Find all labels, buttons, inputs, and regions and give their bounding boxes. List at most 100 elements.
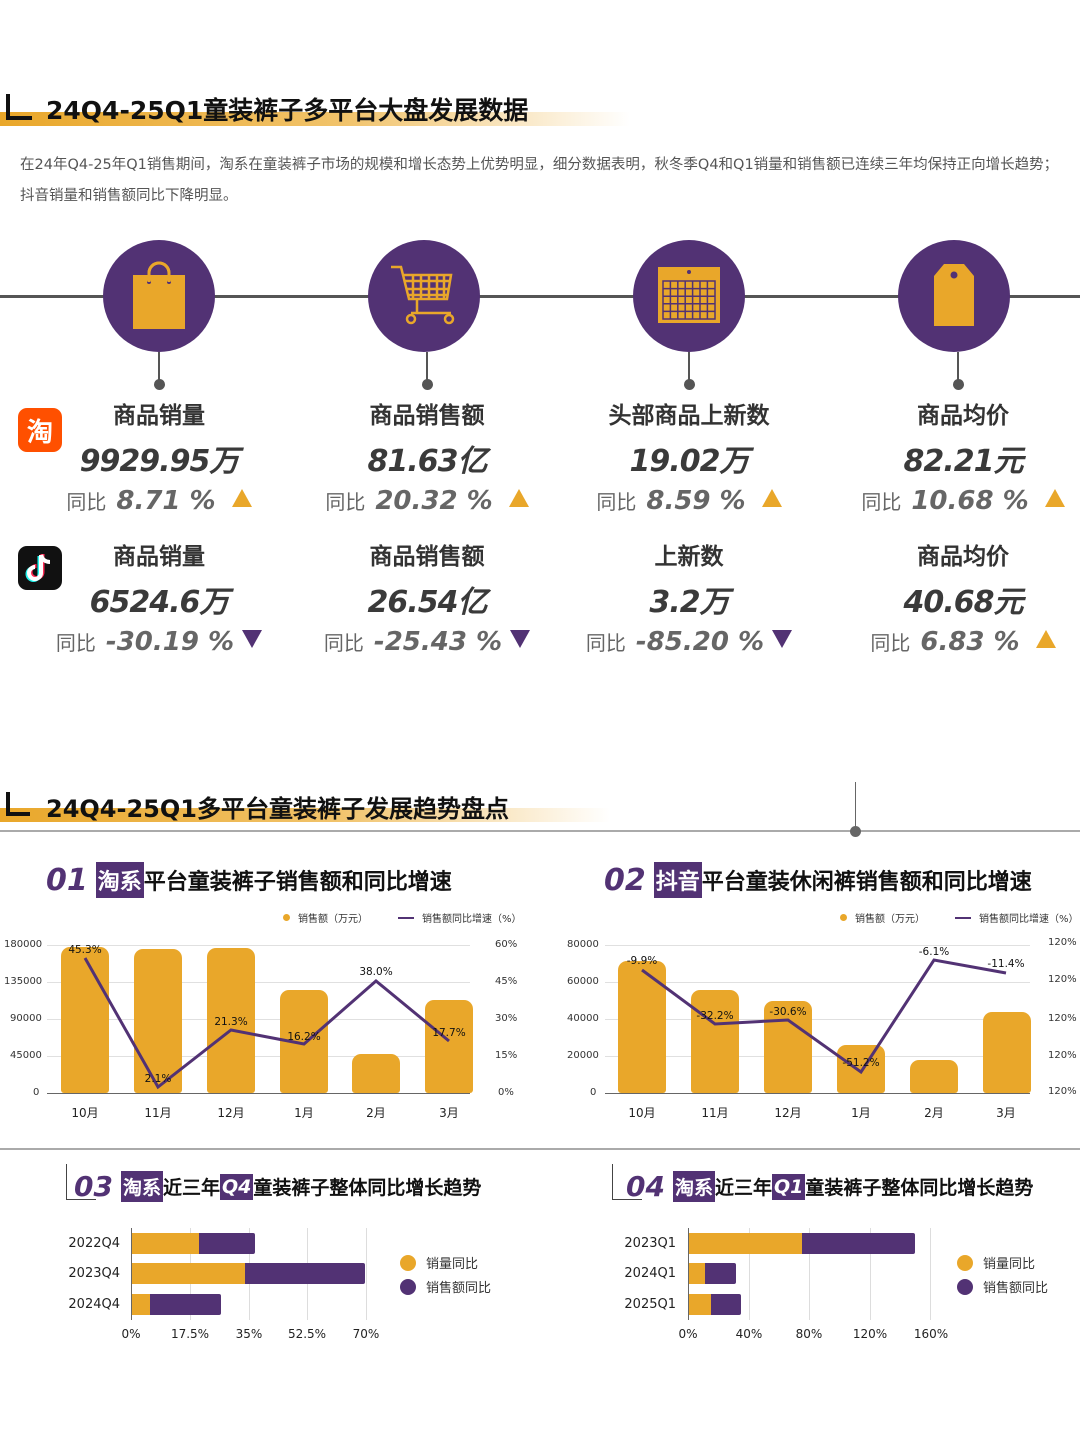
header-highlight-bar (0, 808, 610, 822)
legend-label: 销售额同比 (426, 1281, 492, 1296)
data-label: -9.9% (626, 955, 658, 967)
stat-label: 商品销量 (113, 544, 205, 570)
x-tick: 2月 (366, 1106, 386, 1120)
data-label: 21.3% (214, 1016, 248, 1028)
yoy-value: -25.43 % (373, 627, 503, 657)
legend-swatch (957, 1254, 973, 1271)
connector-dot (684, 379, 695, 390)
taobao-glyph: 淘 (26, 417, 53, 448)
yoy-value: 8.71 % (116, 486, 216, 516)
legend-label: 销售额同比增速（%） (422, 914, 522, 925)
y-right-tick: 0% (498, 1087, 514, 1098)
stat-yoy: 同比 8.71 % (29, 486, 289, 516)
chart-04-title: 04 淘系 近三年 Q1 童装裤子整体同比增长趋势 (612, 1164, 1033, 1203)
legend-swatch (400, 1278, 416, 1295)
stat-value: 40.68元 (903, 585, 1024, 620)
legend-line-swatch (398, 916, 414, 919)
x-tick: 80% (795, 1327, 823, 1341)
y-category: 2025Q1 (624, 1297, 676, 1312)
section-title: 24Q4-25Q1多平台童装裤子发展趋势盘点 (46, 795, 509, 823)
trend-up-icon (1035, 630, 1056, 648)
yoy-value: 6.83 % (920, 627, 1020, 657)
title-highlight: 淘系 (120, 1171, 163, 1202)
x-tick: 160% (913, 1327, 949, 1341)
trend-up-icon (761, 489, 782, 507)
timeline-line (0, 295, 1080, 298)
stat-yoy: 同比 10.68 % (833, 486, 1080, 516)
y-right-tick: 60% (495, 939, 518, 950)
bar (61, 947, 109, 1093)
stat-value: 19.02万 (629, 444, 750, 479)
corner-mark-icon (66, 1164, 96, 1200)
chart-02-legend: 销售额（万元） 销售额同比增速（%） (840, 910, 1079, 925)
x-tick: 35% (235, 1327, 263, 1341)
circle-price-tag (898, 240, 1010, 352)
y-tick: 60000 (567, 976, 599, 987)
bar (983, 1012, 1031, 1093)
x-tick: 2月 (924, 1106, 944, 1120)
chart-01-legend: 销售额（万元） 销售额同比增速（%） (283, 910, 522, 925)
intro-paragraph: 在24年Q4-25年Q1销售期间，淘系在童装裤子市场的规模和增长态势上优势明显，… (20, 157, 1059, 204)
data-label: -30.6% (769, 1006, 807, 1018)
x-tick: 12月 (774, 1106, 802, 1120)
x-tick: 11月 (701, 1106, 729, 1120)
x-tick: 40% (735, 1327, 763, 1341)
y-tick: 135000 (4, 976, 43, 987)
data-label: -6.1% (918, 946, 950, 958)
connector-dot (953, 379, 964, 390)
chart-number: 01 (46, 862, 88, 898)
data-label: 17.7% (432, 1027, 466, 1039)
title-text: 平台童装休闲裤销售额和同比增速 (701, 870, 1032, 895)
stat-douyin-sales-amount: 商品销售额 26.54亿 同比 -25.43 % (297, 537, 557, 657)
bar (207, 948, 255, 1093)
yoy-prefix: 同比 (861, 490, 902, 514)
stat-taobao-sales-volume: 商品销量 9929.95万 同比 8.71 % (29, 396, 289, 516)
x-tick: 10月 (628, 1106, 656, 1120)
stat-yoy: 同比 6.83 % (833, 627, 1080, 657)
trend-up-icon (231, 489, 252, 507)
legend-bar-swatch (840, 914, 847, 921)
yoy-prefix: 同比 (55, 631, 96, 655)
chart-number: 04 (626, 1170, 665, 1203)
y-tick: 20000 (567, 1050, 599, 1061)
data-label: -51.2% (842, 1057, 880, 1069)
x-tick: 1月 (294, 1106, 314, 1120)
stat-label: 上新数 (654, 544, 724, 570)
circle-calendar (633, 240, 745, 352)
stat-yoy: 同比 8.59 % (559, 486, 819, 516)
x-tick: 1月 (851, 1106, 871, 1120)
x-tick: 3月 (996, 1106, 1016, 1120)
legend-item: 销量同比 (957, 1253, 1035, 1272)
title-highlight: 抖音 (653, 862, 702, 898)
yoy-prefix: 同比 (325, 490, 366, 514)
bar (837, 1045, 885, 1093)
legend-swatch (400, 1254, 416, 1271)
data-label: 2.1% (144, 1073, 172, 1085)
bar (691, 990, 739, 1093)
y-right-tick: 15% (495, 1050, 518, 1061)
legend-bar-swatch (283, 914, 290, 921)
legend-line-swatch (955, 916, 971, 919)
chart-01-title: 01 淘系 平台童装裤子销售额和同比增速 (46, 862, 452, 898)
hbar-2023Q1 (689, 1233, 915, 1254)
yoy-prefix: 同比 (323, 631, 364, 655)
bar (764, 1001, 812, 1093)
hbar-2022Q4 (132, 1233, 255, 1254)
x-tick: 0% (678, 1327, 698, 1341)
bar (425, 1000, 473, 1093)
hbar-2024Q1 (689, 1263, 736, 1284)
yoy-prefix: 同比 (585, 631, 626, 655)
chart-02-title: 02 抖音 平台童装休闲裤销售额和同比增速 (604, 862, 1032, 898)
chart-03-title: 03 淘系 近三年 Q4 童装裤子整体同比增长趋势 (66, 1164, 481, 1203)
x-tick: 120% (852, 1327, 888, 1341)
stat-label: 商品销售额 (369, 544, 485, 570)
hbar-2024Q4 (132, 1294, 221, 1315)
x-tick: 52.5% (287, 1327, 327, 1341)
header-highlight-bar (0, 112, 630, 126)
chart-row-divider (0, 1148, 1080, 1150)
title-highlight: Q1 (772, 1173, 806, 1200)
connector-stem (426, 352, 428, 384)
circle-shopping-bag (103, 240, 215, 352)
data-label: -11.4% (987, 958, 1025, 970)
